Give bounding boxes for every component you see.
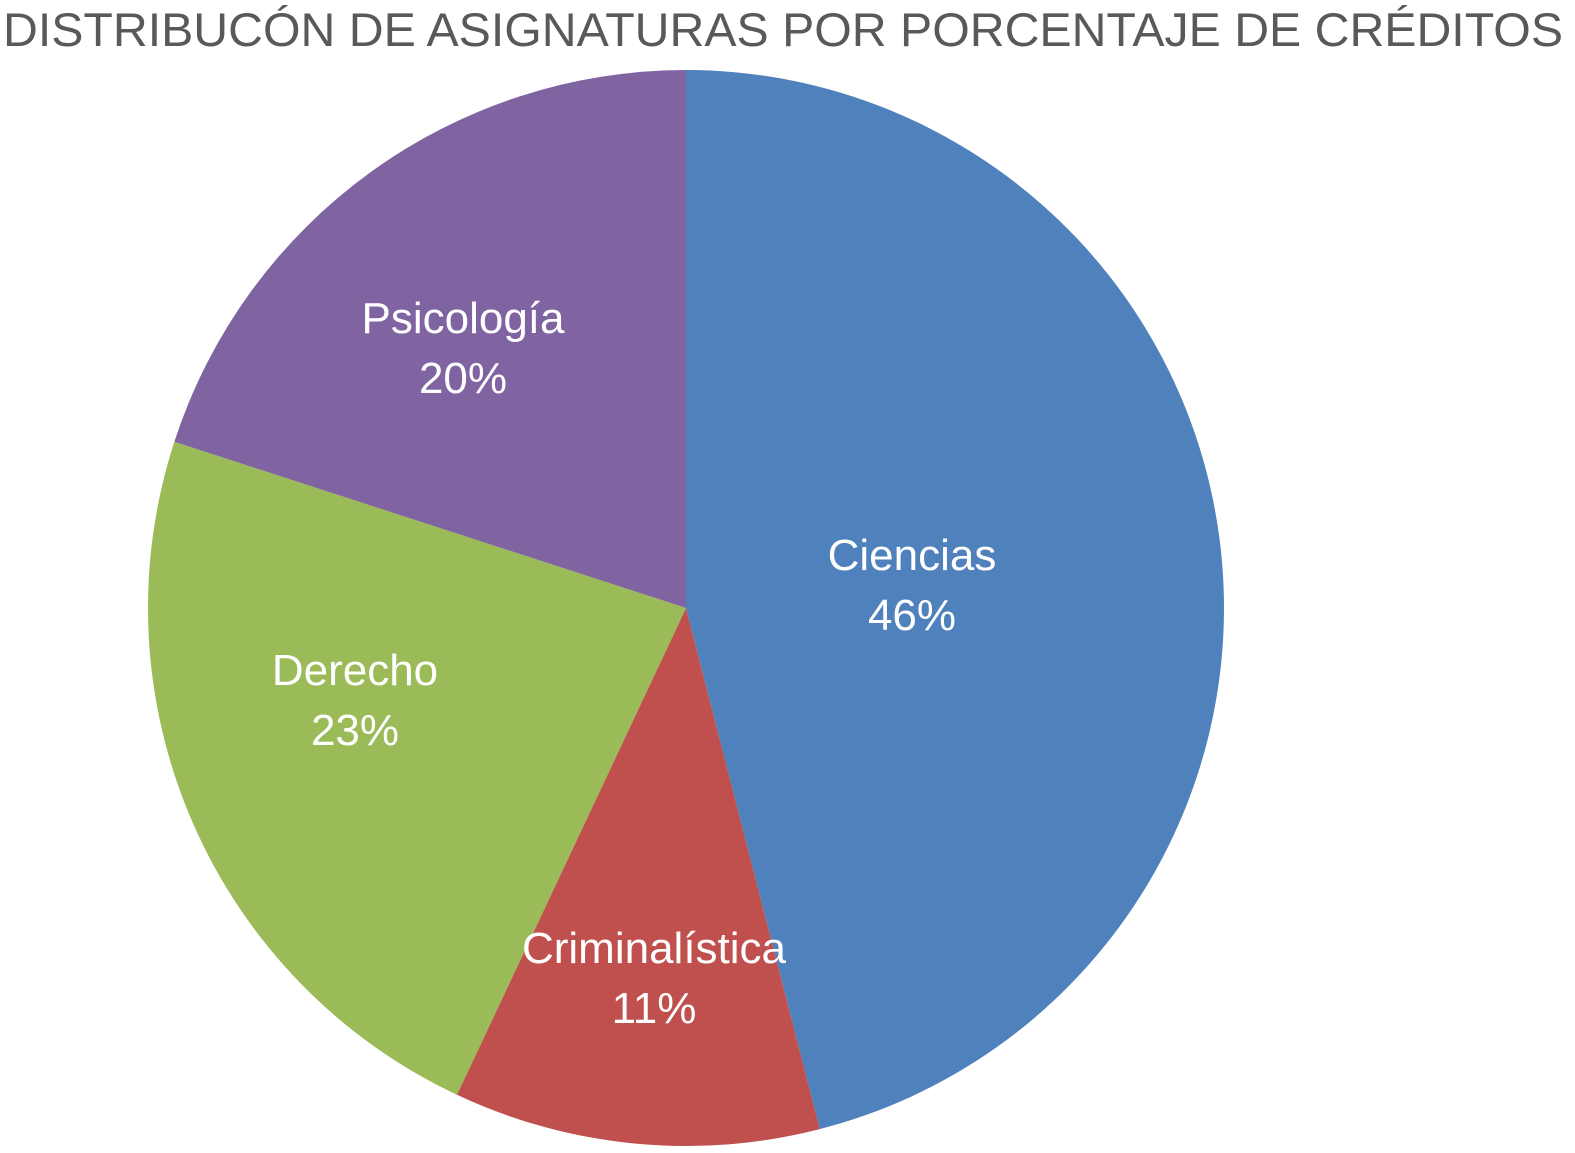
pie-slice-psicologia <box>174 70 686 608</box>
slice-label: Psicología <box>361 294 565 343</box>
slice-value-label: 23% <box>311 706 399 755</box>
slice-label: Criminalística <box>522 924 787 973</box>
slice-label: Derecho <box>272 646 438 695</box>
pie-slice-criminalistica <box>456 608 820 1146</box>
pie-slice-derecho <box>148 441 686 1095</box>
slice-value-label: 46% <box>868 591 956 640</box>
pie-slice-ciencias <box>686 70 1225 1130</box>
chart-title: DISTRIBUCÓN DE ASIGNATURAS POR PORCENTAJ… <box>3 3 1563 56</box>
slice-value-label: 11% <box>612 984 697 1033</box>
slice-value-label: 20% <box>419 354 507 403</box>
slice-label: Ciencias <box>828 531 997 580</box>
